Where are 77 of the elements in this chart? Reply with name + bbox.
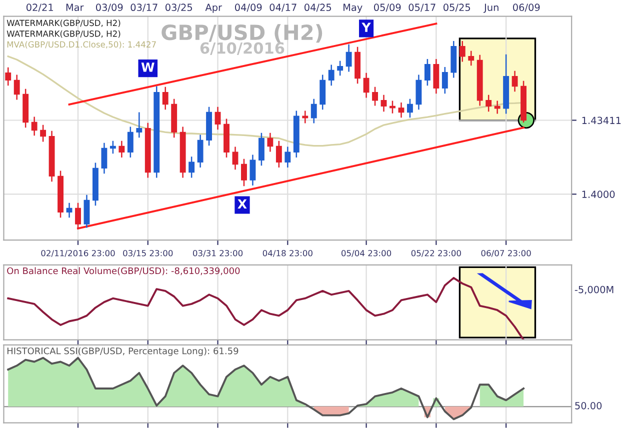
y-tick-label: 1.4000	[582, 190, 615, 198]
x-tick-label: 06/07 23:00	[481, 250, 531, 257]
text: 6/10/2016	[200, 42, 284, 56]
candlestick	[267, 132, 274, 152]
candlestick	[188, 156, 195, 178]
candlestick	[214, 106, 221, 130]
chart-title: GBP/USD (H2)	[162, 24, 322, 43]
candlestick	[75, 202, 81, 230]
candlestick	[66, 202, 72, 218]
candlestick	[328, 64, 334, 86]
text: 03/17	[130, 4, 158, 12]
candlestick	[197, 134, 204, 168]
text: 03/25	[166, 4, 192, 12]
text: 04/17	[270, 4, 296, 12]
candlestick	[232, 146, 238, 170]
text: Mar	[66, 4, 84, 12]
candlestick	[118, 140, 125, 158]
text: 04/09	[235, 4, 262, 12]
candlestick	[406, 98, 413, 118]
annotation: X	[238, 199, 247, 208]
candlestick	[494, 100, 500, 114]
text: May	[344, 4, 362, 13]
x-tick-label: 05/22 23:00	[411, 250, 461, 257]
x-tick-label: 02/11/2016 23:00	[41, 250, 115, 257]
candlestick	[433, 58, 440, 94]
text: 05/17	[408, 4, 436, 12]
x-tick-label: 05/04 23:00	[342, 250, 392, 257]
text: 02/21	[26, 4, 53, 12]
candlestick	[241, 158, 247, 187]
text: Apr	[205, 4, 222, 13]
text: 50.00	[575, 402, 602, 410]
text: 06/09	[513, 4, 540, 12]
text: Jun	[484, 4, 498, 13]
candlestick	[31, 116, 38, 136]
candlestick	[162, 86, 168, 110]
chart-title: HISTORICAL SSI(GBP/USD, Percentage Long): 61.59	[7, 347, 238, 356]
candlestick	[14, 74, 20, 100]
annotation: Y	[362, 22, 371, 32]
candlestick	[310, 98, 317, 124]
candlestick	[380, 94, 387, 112]
text: -5,000M	[574, 286, 614, 294]
candlestick	[40, 124, 46, 142]
text: 05/09	[374, 4, 401, 12]
annotation: WATERMARK(GBP/USD, H2)	[6, 30, 120, 38]
annotation: W	[141, 62, 154, 72]
annotation: WATERMARK(GBP/USD, H2)	[6, 20, 120, 28]
candlestick	[337, 60, 344, 76]
x-tick-label: 03/31 23:00	[192, 250, 243, 257]
candlestick	[110, 140, 116, 154]
candlestick	[424, 58, 430, 86]
candlestick	[127, 126, 134, 158]
candlestick	[250, 154, 256, 186]
candlestick	[101, 142, 108, 174]
series-label: MVA(GBP/USD.D1.Close,50): 1.4427	[7, 41, 156, 49]
candlestick	[258, 132, 264, 166]
candlestick	[468, 50, 474, 66]
text: 05/25	[444, 4, 470, 12]
candlestick	[486, 94, 492, 112]
x-tick-label: 04/18 23:00	[262, 250, 312, 257]
candlestick	[398, 102, 404, 118]
candlestick	[512, 70, 518, 92]
candlestick	[346, 44, 352, 72]
text: 04/25	[304, 4, 332, 12]
candlestick	[5, 66, 12, 86]
candlestick	[136, 112, 142, 138]
candlestick	[363, 72, 370, 98]
candlestick	[459, 40, 466, 62]
candlestick	[276, 140, 282, 168]
chart-title: On Balance Real Volume(GBP/USD): -8,610,339,000	[7, 267, 240, 276]
candlestick	[390, 100, 396, 114]
candlestick	[84, 194, 90, 228]
y-tick-label: 1.43411	[582, 116, 621, 124]
text: 03/09	[96, 4, 123, 12]
x-tick-label: 03/15 23:00	[123, 250, 173, 257]
candlestick	[284, 146, 291, 168]
candlestick	[442, 66, 448, 94]
candlestick	[372, 86, 378, 106]
